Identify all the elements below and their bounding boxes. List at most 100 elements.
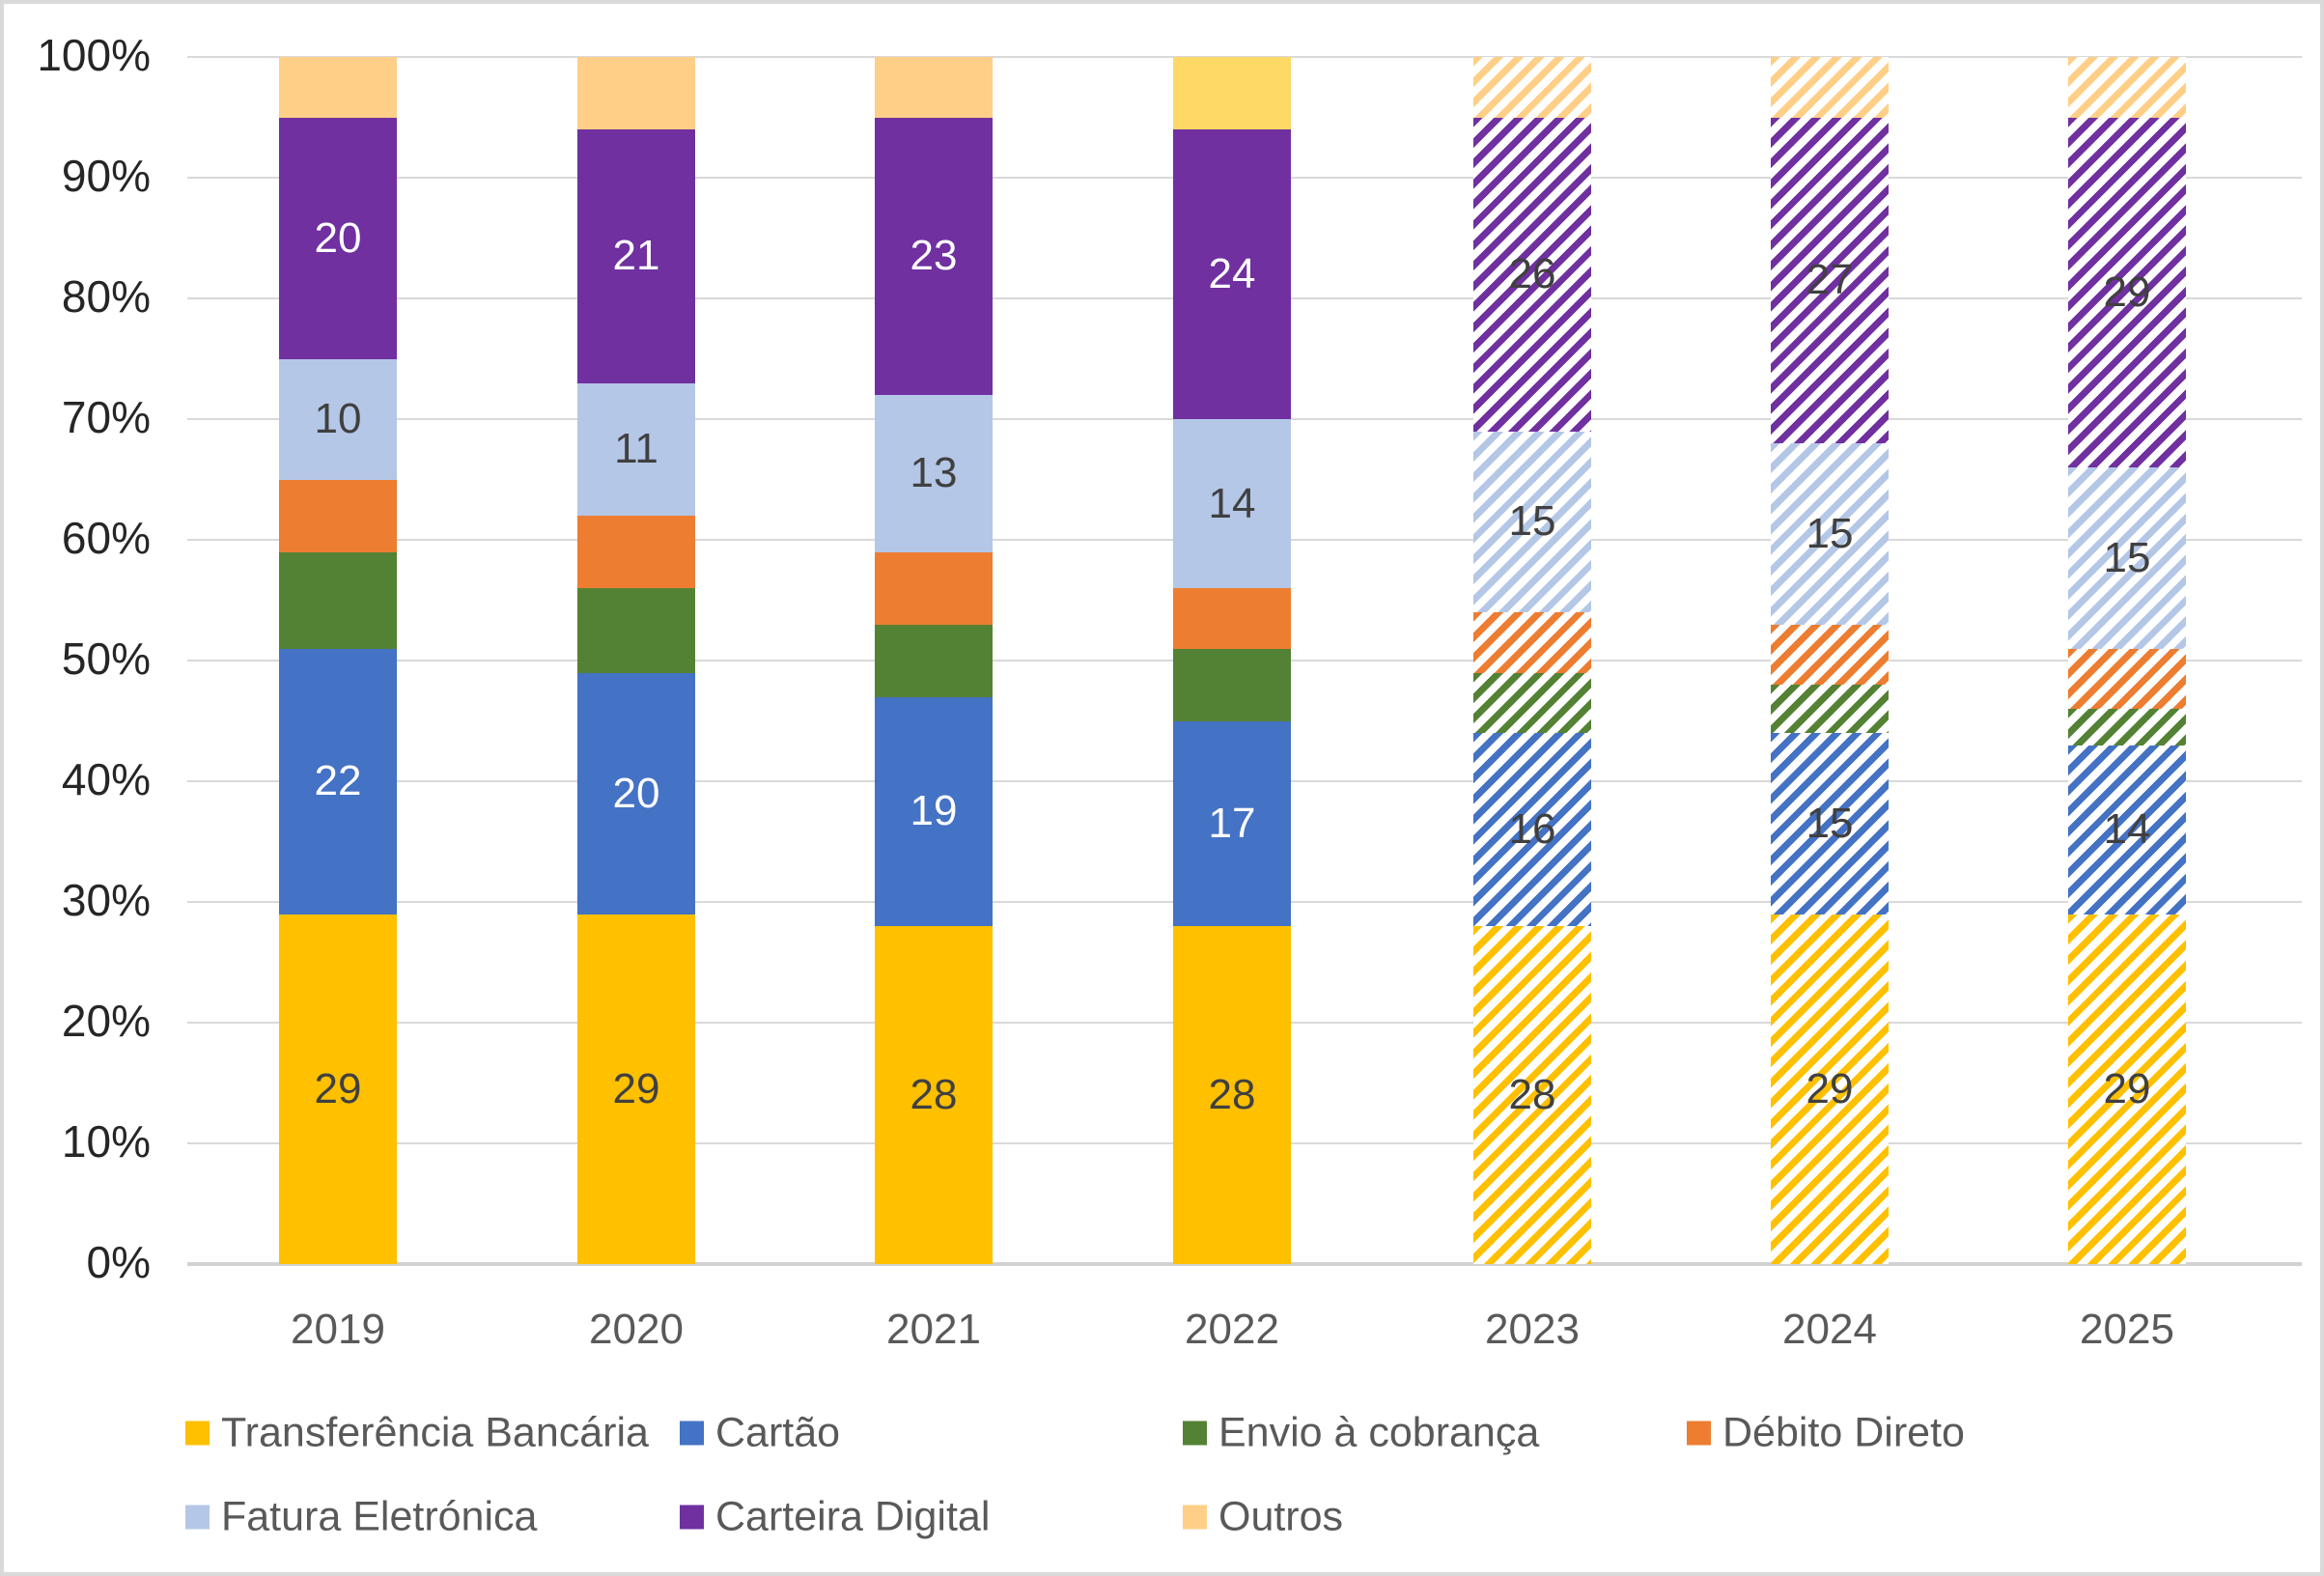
segment-carteira-digital-2022 xyxy=(1173,129,1291,419)
data-label-carteira-digital-2022: 24 xyxy=(1208,250,1256,297)
segment-outros-2023 xyxy=(1473,57,1591,118)
legend-label-transferencia-bancaria: Transferência Bancária xyxy=(221,1409,649,1456)
segment-debito-direto-2023 xyxy=(1473,612,1591,673)
bar-2024-forecast: 29 15 15 27 xyxy=(1771,57,1889,1264)
data-label-transferencia-bancaria-2020: 29 xyxy=(612,1064,660,1112)
data-label-carteira-digital-2024: 27 xyxy=(1806,256,1854,304)
data-label-transferencia-bancaria-2021: 28 xyxy=(910,1071,958,1118)
segment-cartao-2021 xyxy=(875,696,993,926)
y-tick-label: 20% xyxy=(61,995,151,1046)
segment-outros-2025 xyxy=(2068,57,2186,118)
segment-debito-direto-2022 xyxy=(1173,588,1291,649)
segment-transferencia-bancaria-2021 xyxy=(875,926,993,1264)
segment-debito-direto-2024 xyxy=(1771,624,1889,685)
segment-transferencia-bancaria-2024 xyxy=(1771,914,1889,1264)
data-label-transferencia-bancaria-2022: 28 xyxy=(1208,1071,1256,1118)
legend-swatch-cartao xyxy=(680,1421,704,1446)
segment-fatura-eletronica-2025 xyxy=(2068,467,2186,649)
data-label-cartao-2023: 16 xyxy=(1508,805,1556,853)
segment-transferencia-bancaria-2020 xyxy=(577,914,695,1264)
x-axis-label-2024: 2024 xyxy=(1782,1306,1877,1353)
x-axis-label-2019: 2019 xyxy=(291,1306,385,1353)
segment-transferencia-bancaria-2025 xyxy=(2068,914,2186,1264)
legend-item-outros: Outros xyxy=(1183,1494,1343,1541)
data-label-cartao-2020: 20 xyxy=(612,769,660,817)
segment-outros-2020 xyxy=(577,57,695,129)
data-label-transferencia-bancaria-2019: 29 xyxy=(314,1064,362,1112)
segment-transferencia-bancaria-2022 xyxy=(1173,926,1291,1264)
segment-debito-direto-2021 xyxy=(875,551,993,625)
segment-outros-2021 xyxy=(875,57,993,118)
segment-fatura-eletronica-2021 xyxy=(875,395,993,552)
segment-envio-a-cobranca-2024 xyxy=(1771,685,1889,733)
segment-fatura-eletronica-2023 xyxy=(1473,431,1591,612)
segment-carteira-digital-2019 xyxy=(279,117,397,359)
y-tick-label: 10% xyxy=(61,1115,151,1167)
data-label-fatura-eletronica-2021: 13 xyxy=(910,449,958,497)
x-axis-label-2022: 2022 xyxy=(1185,1306,1279,1353)
legend-item-cartao: Cartão xyxy=(680,1410,840,1457)
segment-envio-a-cobranca-2019 xyxy=(279,551,397,649)
legend-label-fatura-eletronica: Fatura Eletrónica xyxy=(221,1493,538,1540)
legend-item-fatura-eletronica: Fatura Eletrónica xyxy=(185,1494,537,1541)
legend-swatch-outros xyxy=(1183,1505,1207,1530)
segment-envio-a-cobranca-2023 xyxy=(1473,672,1591,733)
legend: Transferência Bancária Cartão Envio à cobr… xyxy=(4,4,2320,1572)
segment-fatura-eletronica-2020 xyxy=(577,382,695,516)
legend-swatch-transferencia-bancaria xyxy=(185,1421,210,1446)
legend-label-cartao: Cartão xyxy=(715,1409,841,1456)
data-label-fatura-eletronica-2023: 15 xyxy=(1508,497,1556,546)
data-label-carteira-digital-2021: 23 xyxy=(910,232,958,280)
bar-2022: 28 17 14 24 xyxy=(1173,57,1291,1264)
segment-carteira-digital-2024 xyxy=(1771,117,1889,443)
legend-swatch-carteira-digital xyxy=(680,1505,704,1530)
data-label-cartao-2019: 22 xyxy=(314,757,362,804)
segment-cartao-2025 xyxy=(2068,745,2186,915)
x-axis-label-2021: 2021 xyxy=(886,1306,981,1353)
segment-cartao-2022 xyxy=(1173,720,1291,926)
data-label-carteira-digital-2019: 20 xyxy=(314,213,362,262)
legend-label-envio-a-cobranca: Envio à cobrança xyxy=(1218,1409,1540,1456)
legend-item-envio-a-cobranca: Envio à cobrança xyxy=(1183,1410,1539,1457)
segment-transferencia-bancaria-2023 xyxy=(1473,926,1591,1264)
data-label-fatura-eletronica-2025: 15 xyxy=(2103,533,2151,581)
segment-carteira-digital-2023 xyxy=(1473,117,1591,432)
x-axis-label-2020: 2020 xyxy=(589,1306,684,1353)
segment-debito-direto-2025 xyxy=(2068,648,2186,709)
data-label-cartao-2025: 14 xyxy=(2103,805,2151,853)
segment-cartao-2019 xyxy=(279,648,397,915)
y-tick-label: 70% xyxy=(61,391,151,442)
bar-2019: 29 22 10 20 xyxy=(279,57,397,1264)
y-tick-label: 60% xyxy=(61,512,151,563)
legend-swatch-debito-direto xyxy=(1687,1421,1711,1446)
segment-debito-direto-2020 xyxy=(577,516,695,588)
segment-envio-a-cobranca-2021 xyxy=(875,624,993,697)
segment-transferencia-bancaria-2019 xyxy=(279,914,397,1264)
x-axis-label-2023: 2023 xyxy=(1485,1306,1580,1353)
data-label-carteira-digital-2020: 21 xyxy=(612,232,660,280)
data-label-carteira-digital-2023: 26 xyxy=(1508,250,1556,297)
bar-2023-forecast: 28 16 15 26 xyxy=(1473,57,1591,1264)
legend-item-transferencia-bancaria: Transferência Bancária xyxy=(185,1410,649,1457)
legend-swatch-fatura-eletronica xyxy=(185,1505,210,1530)
segment-carteira-digital-2020 xyxy=(577,129,695,383)
data-label-fatura-eletronica-2019: 10 xyxy=(314,395,362,442)
legend-label-outros: Outros xyxy=(1218,1493,1344,1540)
data-label-cartao-2024: 15 xyxy=(1806,799,1854,847)
y-tick-label: 0% xyxy=(86,1236,151,1287)
y-tick-label: 30% xyxy=(61,874,151,925)
data-label-fatura-eletronica-2022: 14 xyxy=(1208,479,1256,527)
segment-outros-2022 xyxy=(1173,57,1291,129)
y-tick-label: 50% xyxy=(61,633,151,684)
bar-2021: 28 19 13 23 xyxy=(875,57,993,1264)
legend-label-debito-direto: Débito Direto xyxy=(1722,1409,1965,1456)
segment-debito-direto-2019 xyxy=(279,479,397,552)
bars-layer: 29 22 10 20 29 20 11 21 28 19 13 23 28 17 14 24 28 16 15 26… xyxy=(4,4,2320,1572)
legend-item-debito-direto: Débito Direto xyxy=(1687,1410,1965,1457)
segment-fatura-eletronica-2019 xyxy=(279,358,397,480)
x-axis-labels: 2019 2020 2021 2022 2023 2024 2025 xyxy=(4,4,2320,1572)
x-axis-baseline xyxy=(187,1262,2302,1266)
y-tick-label: 100% xyxy=(37,29,151,80)
data-label-transferencia-bancaria-2025: 29 xyxy=(2103,1064,2151,1112)
